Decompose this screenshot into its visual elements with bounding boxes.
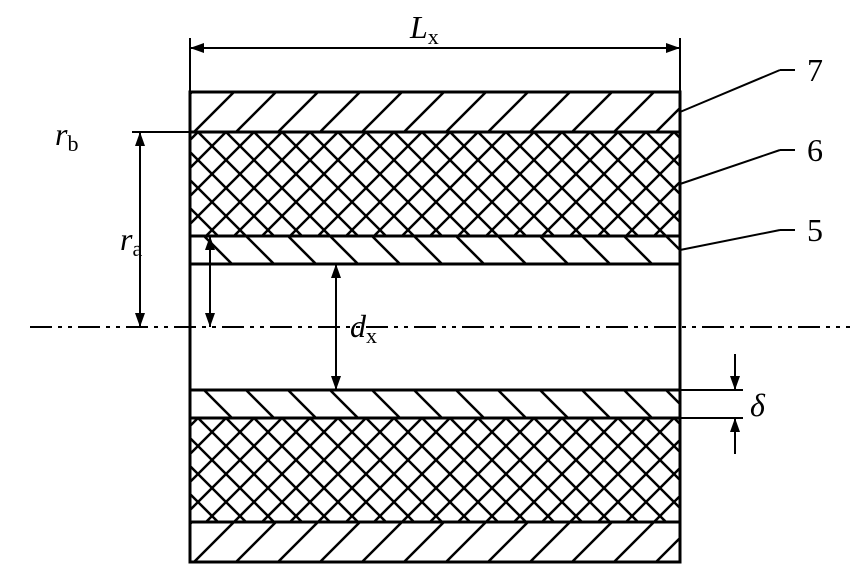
svg-text:Lx: Lx (409, 9, 439, 49)
svg-text:rb: rb (55, 116, 78, 156)
layer-6-top-a (58, 132, 862, 236)
svg-text:δ: δ (750, 387, 766, 423)
callout-6: 6 (680, 132, 823, 184)
layer-6-bot-a (58, 418, 862, 522)
label-delta: δ (750, 387, 766, 423)
callout-6-num: 6 (807, 132, 823, 168)
svg-text:dx: dx (350, 308, 377, 348)
layer-6-top-b (0, 132, 786, 236)
callout-5-num: 5 (807, 212, 823, 248)
callout-7: 7 (680, 52, 823, 112)
callout-5: 5 (680, 212, 823, 250)
label-rb: rb (55, 116, 78, 156)
label-Lx: Lx (409, 9, 439, 49)
layer-7-top (68, 92, 738, 132)
layer-6-bot-b (0, 418, 786, 522)
label-dx: dx (350, 308, 377, 348)
layer-7-bot (68, 522, 738, 562)
callout-7-num: 7 (807, 52, 823, 88)
